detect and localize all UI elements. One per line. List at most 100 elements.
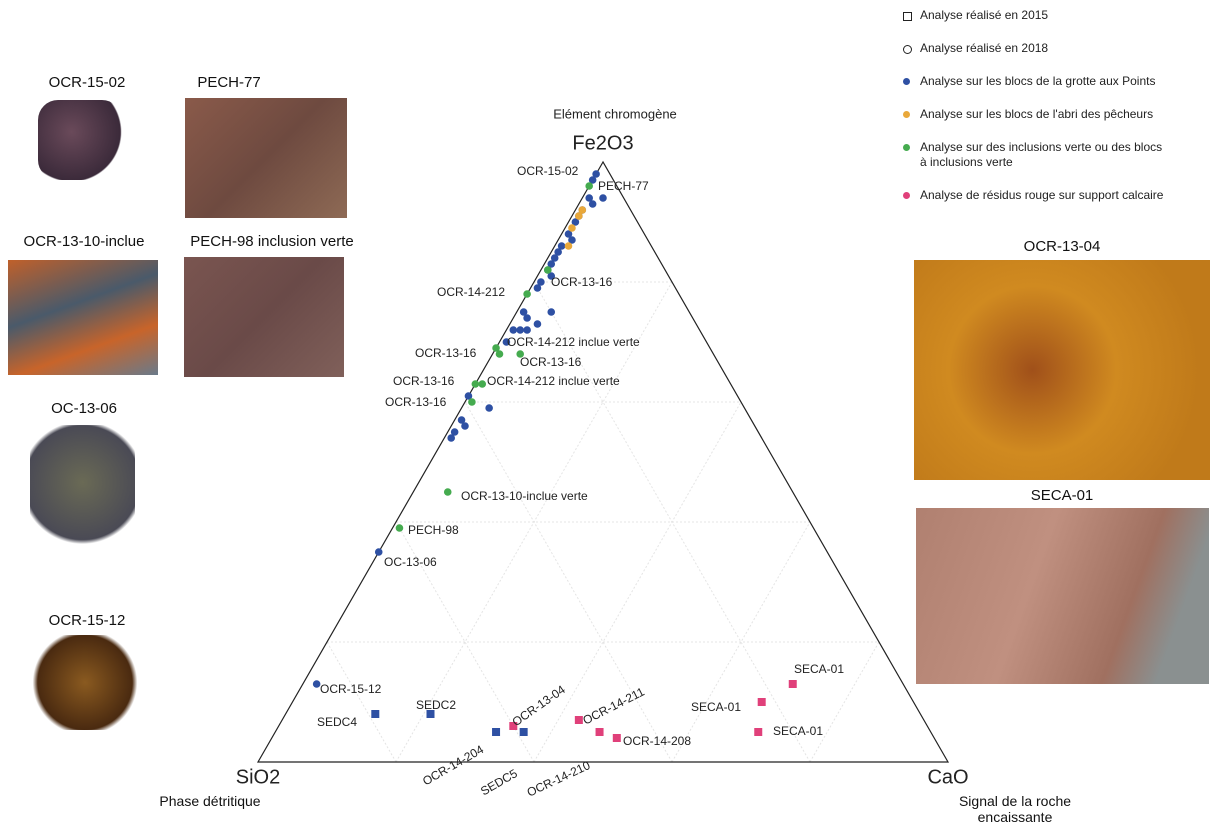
point-label: OCR-14-210: [525, 758, 593, 800]
data-point: [585, 194, 593, 202]
legend-label: Analyse de résidus rouge sur support cal…: [920, 188, 1164, 202]
legend-label: Analyse réalisé en 2018: [920, 41, 1049, 55]
point-label: OCR-13-16: [393, 374, 455, 388]
legend-marker: [903, 12, 912, 21]
data-point: [575, 212, 583, 220]
data-point: [461, 422, 469, 430]
photo-caption: PECH-77: [197, 74, 261, 91]
data-point: [547, 260, 556, 268]
point-label: SEDC5: [478, 766, 520, 798]
data-point: [757, 698, 766, 706]
point-label: OCR-15-02: [517, 164, 579, 178]
triangle-frame: [256, 160, 950, 763]
data-point: [788, 680, 797, 688]
point-label: OC-13-06: [384, 555, 437, 569]
point-label: PECH-98: [408, 523, 459, 537]
data-point: [578, 206, 587, 214]
photo: [30, 425, 135, 553]
photo: [30, 635, 140, 730]
point-label: OCR-13-04: [510, 682, 569, 729]
point-label: SECA-01: [691, 700, 741, 714]
grid-line: [533, 401, 742, 763]
point-label: OCR-13-10-inclue verte: [461, 489, 588, 503]
legend-entry: Analyse sur des inclusions verte ou des …: [903, 140, 1170, 170]
legend-label: Analyse sur des inclusions verte ou des …: [920, 140, 1163, 169]
data-point: [592, 170, 600, 178]
point-label: SECA-01: [794, 662, 844, 676]
data-point: [574, 716, 583, 724]
photo-caption: OCR-13-10-inclue: [23, 233, 145, 250]
legend-marker: [903, 144, 910, 151]
data-point: [312, 680, 321, 688]
data-point: [537, 278, 545, 286]
data-point: [371, 710, 380, 718]
data-point: [485, 404, 493, 412]
legend-label: Analyse réalisé en 2015: [920, 8, 1049, 22]
photo-caption: OCR-15-02: [48, 74, 126, 91]
data-point: [571, 218, 580, 226]
data-point: [564, 230, 573, 238]
photo: [184, 257, 344, 377]
data-point: [492, 344, 500, 352]
data-point: [564, 242, 573, 250]
point-label: OCR-13-16: [415, 346, 477, 360]
legend-entry: Analyse sur les blocs de la grotte aux P…: [903, 74, 1170, 89]
point-label: OCR-14-204: [420, 742, 486, 788]
axis-description: Signal de la roche encaissante: [958, 793, 1072, 825]
data-point: [495, 350, 504, 358]
legend: Analyse réalisé en 2015 Analyse réalisé e…: [903, 8, 1223, 221]
data-point: [533, 284, 542, 292]
legend-entry: Analyse réalisé en 2018: [903, 41, 1170, 56]
data-point: [557, 242, 566, 250]
grid-line: [326, 641, 397, 763]
data-point: [443, 488, 452, 496]
data-point: [447, 434, 456, 442]
point-label: SEDC4: [317, 715, 357, 729]
data-point: [547, 272, 556, 280]
data-point: [464, 392, 473, 400]
data-point: [754, 728, 763, 736]
point-label: OCR-14-208: [623, 734, 691, 748]
data-point: [395, 524, 404, 532]
data-point: [523, 314, 531, 322]
data-point: [502, 338, 511, 346]
data-point: [550, 254, 559, 262]
point-label: OCR-13-16: [385, 395, 447, 409]
photo: [8, 260, 158, 375]
data-point: [568, 236, 576, 244]
axis-description: Elément chromogène: [553, 106, 677, 121]
data-point: [468, 398, 476, 406]
photo-caption: PECH-98 inclusion verte: [190, 233, 354, 250]
data-point: [599, 194, 607, 202]
data-point: [516, 350, 524, 358]
data-point: [588, 176, 597, 184]
point-label: OCR-13-16: [520, 355, 582, 369]
point-label: OCR-13-16: [551, 275, 613, 289]
data-point: [509, 326, 518, 334]
vertex-label: Fe2O3: [572, 132, 633, 154]
data-point: [426, 710, 435, 718]
photo: [185, 98, 347, 218]
legend-marker: [903, 78, 910, 85]
data-point: [478, 380, 487, 388]
data-point: [450, 428, 459, 436]
legend-entry: Analyse sur les blocs de l'abri des pêch…: [903, 107, 1170, 122]
point-label: SEDC2: [416, 698, 456, 712]
data-point: [492, 728, 501, 736]
data-point: [519, 308, 528, 316]
data-point: [523, 326, 531, 334]
point-label: OCR-14-211: [580, 684, 646, 727]
point-label: OCR-14-212 inclue verte: [487, 374, 620, 388]
grid-line: [809, 641, 880, 763]
vertex-label: SiO2: [236, 766, 280, 788]
data-point: [471, 380, 480, 388]
data-point: [612, 734, 621, 742]
legend-entry: Analyse de résidus rouge sur support cal…: [903, 188, 1223, 203]
legend-label: Analyse sur les blocs de l'abri des pêch…: [920, 107, 1154, 121]
photo-caption: OCR-15-12: [48, 612, 126, 629]
data-point: [568, 224, 576, 232]
point-label: SECA-01: [773, 724, 823, 738]
axis-description: Phase détritique: [159, 793, 261, 809]
